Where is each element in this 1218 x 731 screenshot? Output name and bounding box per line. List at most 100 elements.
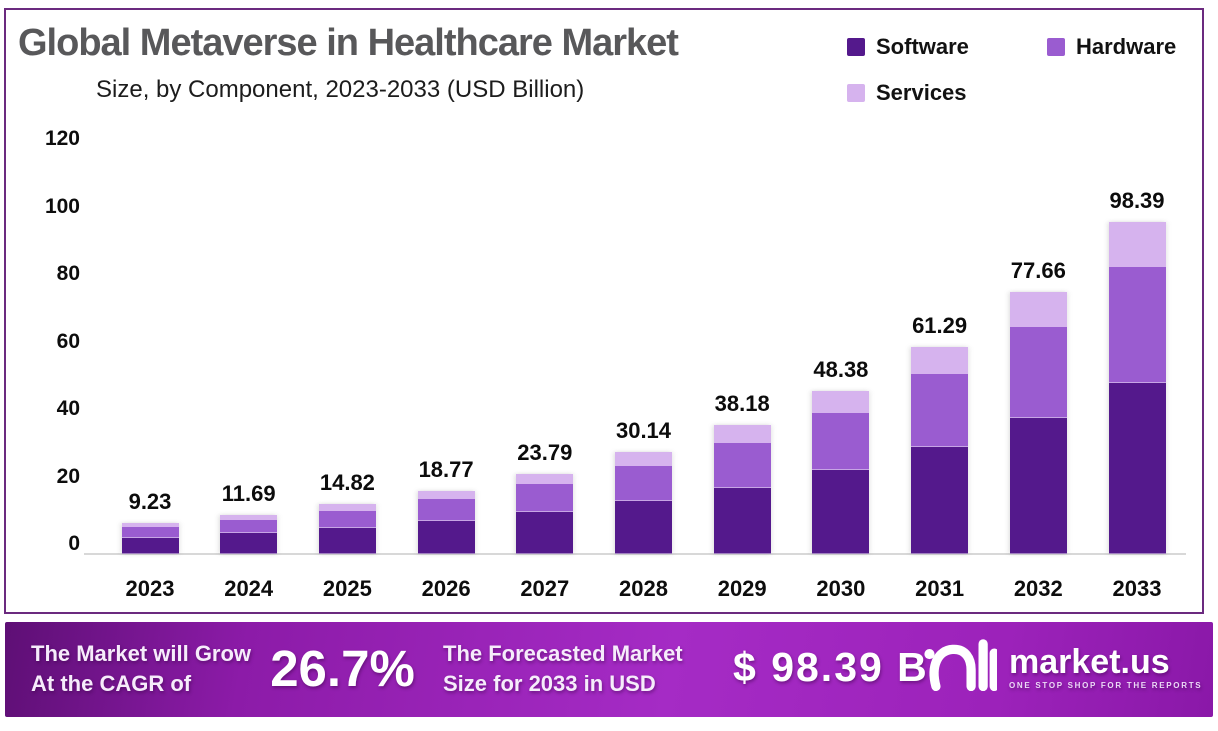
bar-2033 xyxy=(1108,221,1166,554)
bar-2033-hardware-segment xyxy=(1108,267,1166,383)
forecast-caption-line1: The Forecasted Market xyxy=(443,641,683,666)
bar-total-label: 38.18 xyxy=(714,391,770,417)
bar-2026-hardware-segment xyxy=(417,499,475,521)
x-axis-tick-label: 2024 xyxy=(224,576,274,601)
x-axis-tick-label: 2023 xyxy=(125,576,175,601)
bar-2028 xyxy=(615,452,672,554)
cagr-value: 26.7% xyxy=(270,640,415,697)
bar-total-label: 48.38 xyxy=(813,356,869,382)
page-subtitle: Size, by Component, 2023-2033 (USD Billi… xyxy=(96,76,585,103)
bar-2030-software-segment xyxy=(812,470,870,554)
bar-2025-hardware-segment xyxy=(318,510,376,528)
bar-2025-services-segment xyxy=(318,504,376,511)
bar-2031-hardware-segment xyxy=(911,374,969,447)
bar-2026-services-segment xyxy=(417,490,475,500)
bar-2024 xyxy=(220,514,278,554)
software-swatch-icon xyxy=(847,38,865,56)
y-axis-tick-label: 40 xyxy=(56,397,80,420)
bar-2024-services-segment xyxy=(220,514,278,520)
bar-total-label: 11.69 xyxy=(221,480,276,506)
chart-panel-border xyxy=(4,8,1204,614)
services-swatch-icon xyxy=(847,84,865,102)
bar-2023-services-segment xyxy=(121,522,179,527)
forecast-caption-line2: Size for 2033 in USD xyxy=(443,671,656,696)
cagr-caption: The Market will Grow At the CAGR of xyxy=(31,639,251,699)
bar-total-label: 23.79 xyxy=(517,439,573,465)
x-axis-tick-label: 2027 xyxy=(520,576,570,601)
bar-2025-software-segment xyxy=(318,528,376,554)
x-axis-tick-label: 2032 xyxy=(1013,576,1063,601)
x-axis-tick-label: 2031 xyxy=(915,576,965,601)
cagr-caption-line2: At the CAGR of xyxy=(31,671,192,696)
bar-2029-software-segment xyxy=(713,487,771,554)
bar-2031 xyxy=(911,347,969,554)
bar-total-label: 18.77 xyxy=(418,456,474,482)
bar-2029 xyxy=(713,425,771,554)
cagr-caption-line1: The Market will Grow xyxy=(31,641,252,666)
x-axis-tick-label: 2033 xyxy=(1112,576,1162,601)
chart-legend: Software Hardware Services xyxy=(847,34,1207,106)
footer-banner: The Market will Grow At the CAGR of 26.7… xyxy=(5,622,1213,717)
x-axis-tick-label: 2026 xyxy=(421,576,471,601)
bar-total-label: 98.39 xyxy=(1109,187,1165,213)
x-axis-tick-label: 2030 xyxy=(816,576,866,601)
bar-2031-services-segment xyxy=(911,347,969,375)
bar-2027-software-segment xyxy=(516,512,574,554)
bar-total-label: 61.29 xyxy=(912,313,968,339)
bar-total-label: 14.82 xyxy=(319,470,375,496)
bar-total-label: 9.23 xyxy=(128,488,172,514)
y-axis-tick-label: 80 xyxy=(56,262,80,285)
x-axis-line xyxy=(84,553,1186,555)
bar-2028-software-segment xyxy=(615,501,672,554)
bar-2032-hardware-segment xyxy=(1009,327,1067,418)
x-axis-tick-label: 2025 xyxy=(322,576,372,601)
bar-2025 xyxy=(318,504,376,554)
bar-2033-services-segment xyxy=(1108,221,1166,268)
bar-2023-software-segment xyxy=(121,537,179,554)
legend-label: Services xyxy=(876,80,967,105)
bar-2031-software-segment xyxy=(911,446,969,554)
y-axis-tick-label: 20 xyxy=(56,464,80,488)
bar-2030-hardware-segment xyxy=(812,412,870,471)
brand-block: market.us ONE STOP SHOP FOR THE REPORTS xyxy=(923,638,1202,696)
bar-2027-hardware-segment xyxy=(516,484,574,513)
bar-2027 xyxy=(516,473,574,554)
legend-item-software: Software xyxy=(847,34,1047,60)
bar-2032-software-segment xyxy=(1009,417,1067,554)
hardware-swatch-icon xyxy=(1047,38,1065,56)
bar-2030-services-segment xyxy=(812,390,870,413)
bar-total-label: 77.66 xyxy=(1010,257,1066,283)
bar-2027-services-segment xyxy=(516,473,574,485)
y-axis-tick-label: 100 xyxy=(44,194,80,218)
legend-item-hardware: Hardware xyxy=(1047,34,1207,60)
forecast-caption: The Forecasted Market Size for 2033 in U… xyxy=(443,639,683,699)
plot-area: 0 20 40 60 80 100 120 9.23 2023 11.69 2024 14.82 202… xyxy=(44,127,1186,601)
bar-2026 xyxy=(417,490,475,554)
bar-2032 xyxy=(1009,291,1067,554)
y-axis-tick-label: 120 xyxy=(44,127,80,150)
bar-2028-hardware-segment xyxy=(615,466,672,502)
brand-tagline: ONE STOP SHOP FOR THE REPORTS xyxy=(1009,681,1203,690)
forecast-value: $ 98.39 B xyxy=(733,644,929,690)
x-axis-tick-label: 2029 xyxy=(717,576,767,601)
x-axis-tick-label: 2028 xyxy=(619,576,668,601)
legend-item-services: Services xyxy=(847,80,1047,106)
legend-label: Hardware xyxy=(1076,34,1177,59)
y-axis-tick-label: 0 xyxy=(68,532,80,555)
brand-name: market.us xyxy=(1009,643,1170,681)
bar-2023 xyxy=(121,522,179,554)
legend-label: Software xyxy=(876,34,969,59)
y-axis-tick-label: 60 xyxy=(56,329,80,353)
market-us-logo-icon xyxy=(924,639,997,692)
bar-2024-software-segment xyxy=(220,533,278,554)
bar-2033-software-segment xyxy=(1108,382,1166,554)
bar-2030 xyxy=(812,390,870,554)
bar-2024-hardware-segment xyxy=(220,519,278,534)
bar-total-label: 30.14 xyxy=(615,418,672,444)
bar-2026-software-segment xyxy=(417,520,475,554)
bar-2028-services-segment xyxy=(615,452,672,467)
page-title: Global Metaverse in Healthcare Market xyxy=(18,22,679,64)
bar-2029-hardware-segment xyxy=(713,442,771,488)
bar-2032-services-segment xyxy=(1009,291,1067,328)
